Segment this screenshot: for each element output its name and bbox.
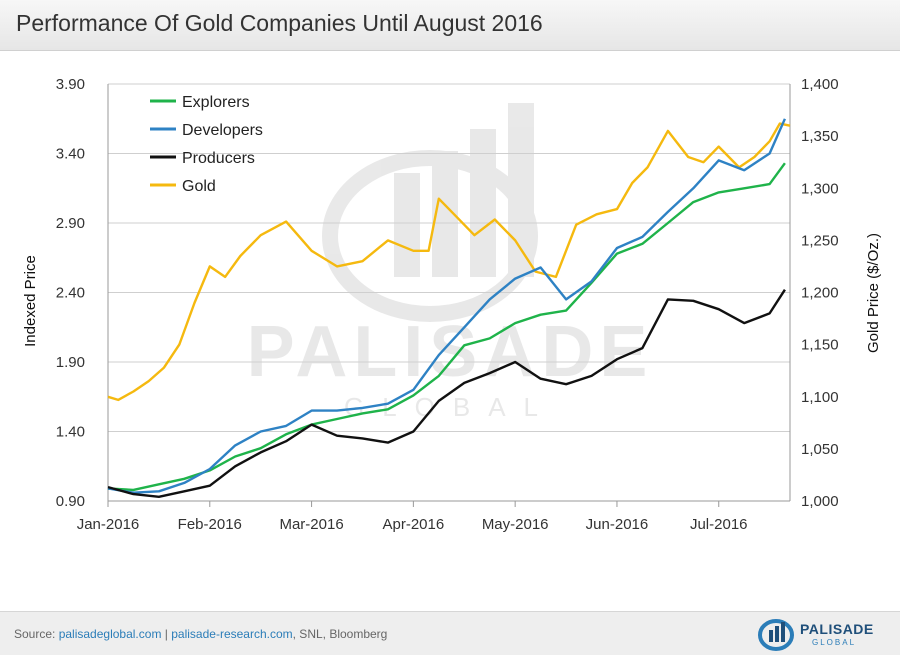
y-tick-label: 1.40 (56, 424, 85, 441)
legend: Explorers Developers Producers Gold (150, 94, 263, 195)
x-tick-label: Jul-2016 (690, 516, 748, 533)
series-line-developers (107, 118, 786, 494)
y2-tick-label: 1,250 (801, 232, 839, 249)
source-separator: | (164, 627, 168, 641)
y-tick-label: 2.40 (56, 285, 85, 302)
x-tick-label: Jun-2016 (586, 516, 649, 533)
y2-tick-label: 1,150 (801, 337, 839, 354)
y-tick-label: 3.40 (56, 146, 85, 163)
y-axis-label: Indexed Price (22, 255, 39, 347)
y-tick-label: 2.90 (56, 215, 85, 232)
watermark-bar-1 (394, 173, 420, 277)
palisade-logo: PALISADE GLOBAL (756, 616, 886, 652)
legend-label-producers: Producers (182, 150, 255, 167)
series-line-producers (107, 289, 786, 498)
y2-tick-label: 1,300 (801, 180, 839, 197)
legend-label-explorers: Explorers (182, 94, 250, 111)
y2-axis-label: Gold Price ($/Oz.) (865, 233, 882, 353)
y-tick-label: 0.90 (56, 493, 85, 510)
x-tick-label: Apr-2016 (383, 516, 445, 533)
palisadeglobal-link[interactable]: palisadeglobal.com (58, 627, 162, 641)
y2-tick-label: 1,000 (801, 493, 839, 510)
grid (108, 83, 790, 502)
series-line-explorers (107, 162, 786, 492)
y2-tick-label: 1,200 (801, 285, 839, 302)
y2-tick-label: 1,100 (801, 389, 839, 406)
source-line: Source: palisadeglobal.com | palisade-re… (14, 627, 387, 641)
series-lines (107, 118, 791, 498)
footer: Source: palisadeglobal.com | palisade-re… (0, 611, 900, 655)
legend-label-developers: Developers (182, 122, 263, 139)
y2-tick-label: 1,400 (801, 76, 839, 93)
x-tick-label: May-2016 (482, 516, 549, 533)
logo-sub: GLOBAL (812, 638, 857, 647)
y2-tick-label: 1,050 (801, 441, 839, 458)
palisade-logo-icon (758, 619, 794, 651)
series-line-gold (107, 122, 791, 402)
chart-title: Performance Of Gold Companies Until Augu… (16, 10, 543, 36)
y2-tick-label: 1,350 (801, 128, 839, 145)
x-tick-label: Feb-2016 (178, 516, 242, 533)
chart-panel: PALISADE GLOBAL 0.90 1.40 1.90 2.40 2.90 3.40… (0, 51, 900, 611)
watermark-ring (322, 150, 538, 322)
y-tick-label: 1.90 (56, 354, 85, 371)
line-chart: PALISADE GLOBAL 0.90 1.40 1.90 2.40 2.90 3.40… (22, 76, 882, 533)
source-rest: , SNL, Bloomberg (292, 627, 388, 641)
axes: 0.90 1.40 1.90 2.40 2.90 3.40 3.90 1,000 1,050 1,… (56, 76, 839, 533)
y-tick-label: 3.90 (56, 76, 85, 93)
source-label: Source: (14, 627, 56, 641)
watermark-bar-3 (470, 129, 496, 277)
title-bar: Performance Of Gold Companies Until Augu… (0, 0, 900, 51)
palisade-research-link[interactable]: palisade-research.com (171, 627, 293, 641)
watermark-sub: GLOBAL (344, 392, 556, 422)
logo-name: PALISADE (800, 621, 874, 637)
legend-label-gold: Gold (182, 178, 216, 195)
watermark-name: PALISADE (247, 312, 654, 392)
x-tick-label: Jan-2016 (77, 516, 140, 533)
x-tick-label: Mar-2016 (279, 516, 343, 533)
